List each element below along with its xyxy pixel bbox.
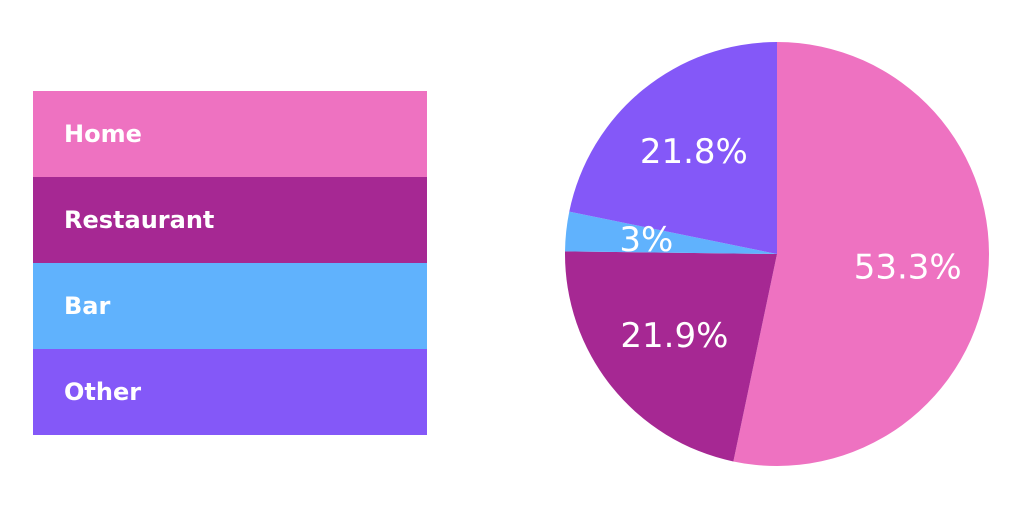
pie-slice-other — [569, 42, 777, 254]
pie-slice-restaurant — [565, 251, 777, 462]
slice-label-bar: 3% — [619, 220, 673, 260]
legend-item-restaurant: Restaurant — [33, 177, 427, 263]
pie-slice-home — [733, 42, 989, 466]
legend-label: Other — [64, 378, 142, 406]
legend-item-bar: Bar — [33, 263, 427, 349]
slice-label-restaurant: 21.9% — [620, 316, 728, 356]
slice-label-home: 53.3% — [854, 248, 962, 288]
legend-label: Restaurant — [64, 206, 215, 234]
legend-item-home: Home — [33, 91, 427, 177]
slice-label-other: 21.8% — [640, 132, 748, 172]
legend-label: Bar — [64, 292, 111, 320]
legend-item-other: Other — [33, 349, 427, 435]
legend-label: Home — [64, 120, 142, 148]
pie-labels: 53.3% 21.9% 3% 21.8% — [619, 132, 961, 356]
pie-slice-bar — [565, 211, 777, 254]
legend: Home Restaurant Bar Other — [33, 91, 427, 435]
pie-slices — [565, 42, 989, 466]
